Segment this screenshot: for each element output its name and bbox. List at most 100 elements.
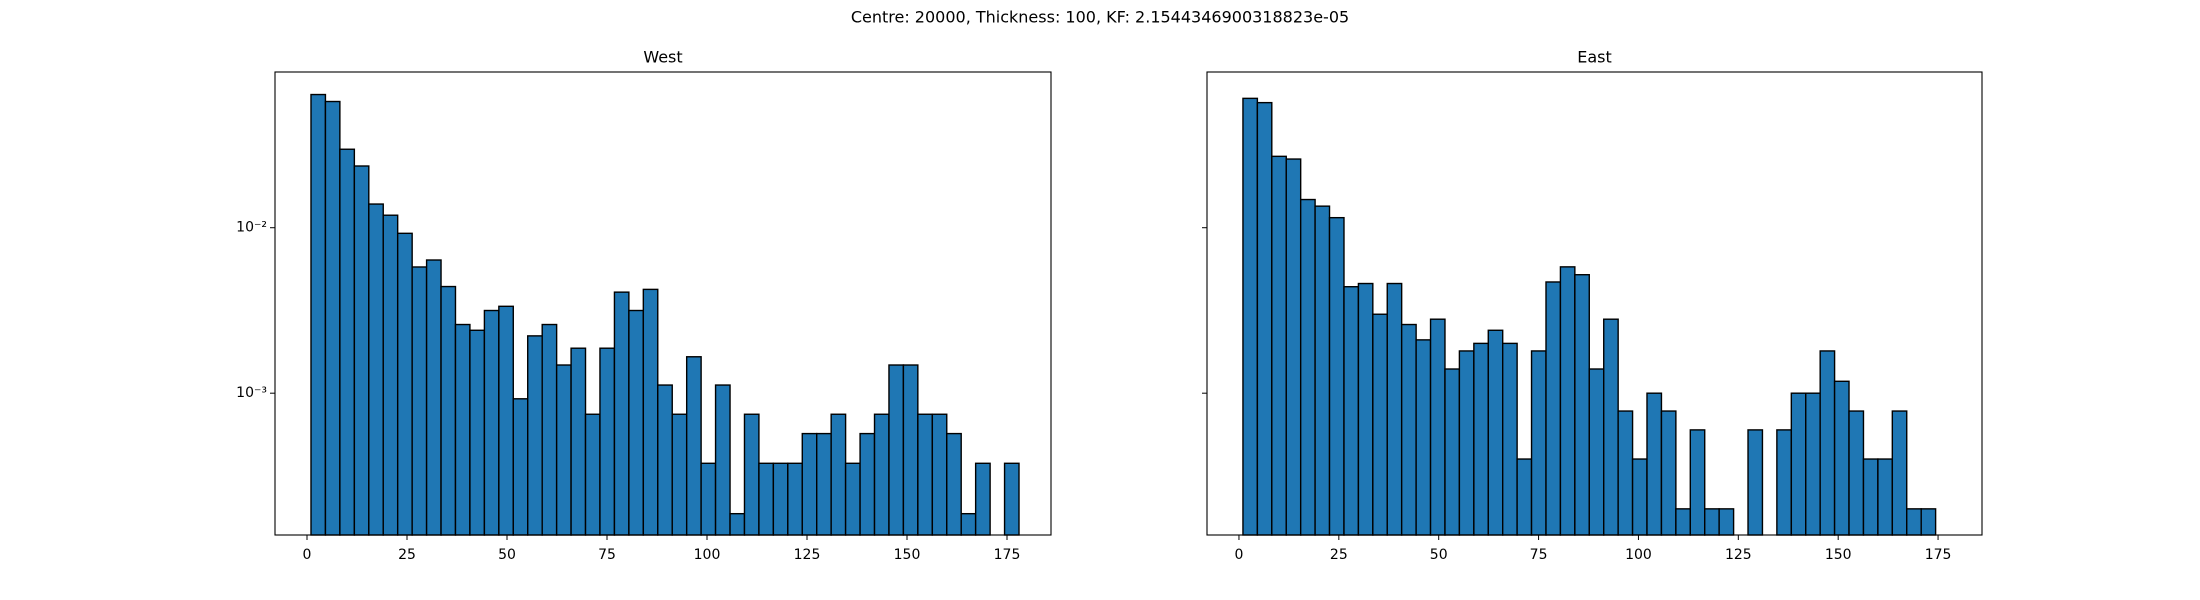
- bar: [1314, 205, 1331, 536]
- x-tick-label: 0: [303, 547, 312, 563]
- bar: [917, 413, 934, 536]
- bar: [1242, 97, 1259, 536]
- bar: [1877, 458, 1894, 536]
- bar: [1473, 342, 1489, 536]
- bar: [1747, 429, 1764, 536]
- bar: [527, 335, 543, 536]
- bar: [339, 148, 356, 536]
- bar: [1458, 350, 1475, 536]
- bar: [1848, 410, 1865, 536]
- x-tick-label: 150: [894, 547, 921, 563]
- bar: [1617, 410, 1634, 536]
- x-tick-label: 100: [1625, 547, 1652, 563]
- x-tick-label: 125: [794, 547, 821, 563]
- bar: [657, 384, 673, 536]
- bar: [1704, 508, 1720, 536]
- bar: [599, 347, 616, 536]
- bar: [1256, 101, 1273, 536]
- bar: [440, 285, 457, 536]
- bar: [816, 432, 832, 536]
- bar: [613, 291, 630, 536]
- bar: [758, 462, 775, 536]
- bar: [1545, 281, 1562, 536]
- y-tick-label: 10⁻²: [236, 220, 267, 236]
- bar: [324, 100, 341, 536]
- bar: [512, 398, 529, 536]
- bar: [787, 462, 803, 536]
- bar: [1675, 508, 1691, 536]
- bar: [1862, 458, 1879, 536]
- bar: [1530, 350, 1547, 536]
- bar: [1516, 458, 1533, 536]
- x-tick-label: 175: [994, 547, 1021, 563]
- bar: [1805, 392, 1821, 536]
- figure-title: Centre: 20000, Thickness: 100, KF: 2.154…: [851, 8, 1349, 27]
- bar: [1487, 329, 1504, 536]
- bar: [1660, 410, 1677, 536]
- bar: [1574, 274, 1590, 536]
- x-tick-label: 50: [1430, 547, 1448, 563]
- bar: [570, 347, 587, 536]
- bar: [1357, 282, 1374, 536]
- bar: [1790, 392, 1807, 536]
- bar: [584, 413, 601, 536]
- bar: [1689, 429, 1706, 536]
- x-tick-label: 25: [398, 547, 416, 563]
- bar: [1603, 318, 1619, 536]
- x-tick-label: 25: [1330, 547, 1348, 563]
- bar: [368, 203, 384, 536]
- axes-title: West: [643, 48, 682, 67]
- bar: [541, 323, 558, 536]
- bar: [1718, 508, 1735, 536]
- x-tick-label: 125: [1725, 547, 1752, 563]
- bar: [931, 413, 948, 536]
- bar: [902, 364, 919, 536]
- bar: [1372, 313, 1388, 536]
- bar: [844, 462, 861, 536]
- x-tick-label: 50: [498, 547, 516, 563]
- bar: [1400, 323, 1417, 536]
- bar: [396, 232, 413, 536]
- bar: [310, 93, 327, 536]
- x-tick-label: 175: [1925, 547, 1952, 563]
- bar: [498, 305, 514, 536]
- bar: [859, 432, 876, 536]
- bar: [1906, 508, 1922, 536]
- bar: [1343, 286, 1360, 536]
- bar: [743, 413, 760, 536]
- bar: [960, 512, 977, 536]
- bar: [555, 364, 572, 536]
- bar: [1559, 266, 1576, 536]
- x-tick-label: 150: [1825, 547, 1852, 563]
- bar: [1429, 318, 1446, 536]
- bar: [628, 309, 645, 536]
- bar: [1299, 198, 1316, 536]
- bar: [685, 356, 702, 536]
- bar: [1819, 350, 1836, 536]
- bar: [1271, 155, 1287, 536]
- x-tick-label: 75: [1530, 547, 1548, 563]
- bar: [1386, 282, 1403, 536]
- bar: [1328, 216, 1345, 536]
- bar: [425, 259, 442, 536]
- bar: [469, 329, 486, 536]
- bar: [483, 309, 500, 536]
- bar: [1501, 342, 1518, 536]
- axes-title: East: [1577, 48, 1612, 67]
- bar: [700, 462, 717, 536]
- x-tick-label: 75: [598, 547, 616, 563]
- bar: [714, 384, 731, 536]
- x-tick-label: 100: [694, 547, 721, 563]
- bar: [1891, 410, 1908, 536]
- bar: [1920, 508, 1937, 536]
- bar: [1285, 158, 1302, 536]
- bar: [671, 413, 688, 536]
- bar: [382, 214, 399, 536]
- bar: [1415, 339, 1432, 536]
- bar: [353, 165, 370, 536]
- bar: [1833, 380, 1850, 536]
- bar: [1631, 458, 1648, 536]
- bar: [729, 512, 746, 536]
- bar: [1646, 392, 1663, 536]
